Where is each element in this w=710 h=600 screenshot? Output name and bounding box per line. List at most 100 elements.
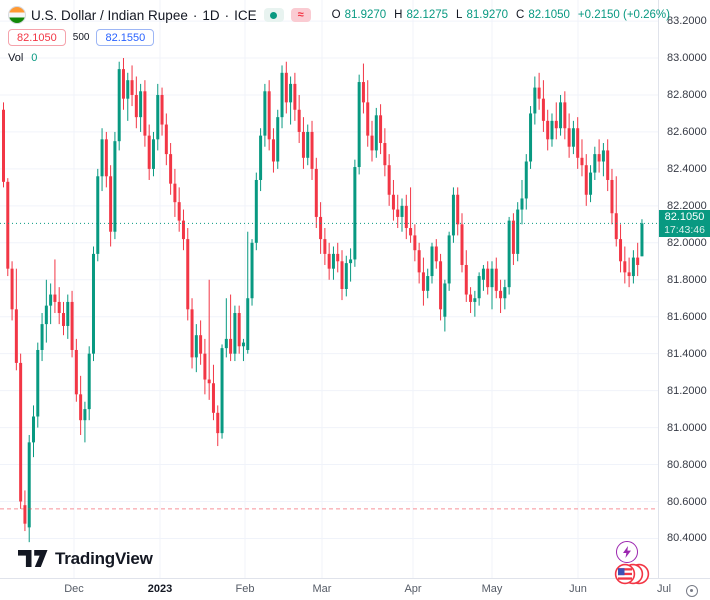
candle-body	[610, 179, 614, 214]
close-label: C	[516, 9, 525, 21]
candle-body	[126, 80, 130, 99]
price-tick-label: 80.8000	[667, 458, 707, 471]
delayed-data-icon[interactable]: ≈	[290, 8, 311, 22]
candle-body	[250, 242, 254, 299]
candlestick-canvas[interactable]	[0, 0, 658, 578]
candle-body	[190, 309, 194, 358]
candle-body	[439, 261, 443, 310]
exchange-label[interactable]: ICE	[234, 7, 257, 23]
candle-body	[619, 239, 623, 262]
candle-body	[216, 412, 220, 434]
bid-ask-row: 82.1050 500 82.1550	[8, 29, 670, 46]
candle-body	[314, 168, 318, 217]
candle-body	[267, 91, 271, 140]
gear-icon[interactable]	[686, 585, 698, 597]
volume-label[interactable]: Vol	[8, 52, 24, 64]
time-tick-label: May	[481, 583, 503, 595]
candle-body	[331, 253, 335, 269]
high-value: 82.1275	[406, 9, 449, 21]
price-tick-label: 81.2000	[667, 384, 707, 397]
price-tick-label: 81.4000	[667, 347, 707, 360]
candle-body	[164, 124, 168, 155]
candle-body	[631, 257, 635, 277]
time-tick-label: Apr	[404, 583, 422, 595]
candle-body	[31, 416, 35, 443]
candle-body	[2, 109, 5, 182]
candle-body	[241, 342, 245, 347]
lightning-icon[interactable]	[616, 541, 638, 563]
candle-body	[434, 246, 438, 262]
candle-body	[297, 109, 301, 132]
candle-body	[409, 228, 413, 236]
candle-body	[396, 209, 400, 217]
candle-body	[306, 131, 310, 158]
tradingview-logo[interactable]: TradingView	[18, 549, 153, 569]
candle-body	[627, 272, 631, 277]
candle-body	[310, 131, 314, 169]
candle-body	[546, 120, 550, 140]
buy-button[interactable]: 82.1550	[96, 29, 155, 46]
ohlc-values: O 81.9270 H 82.1275 L 81.9270 C 82.1050 +0.2…	[332, 9, 670, 21]
candle-body	[169, 154, 173, 184]
candle-body	[554, 120, 558, 129]
candle-body	[104, 139, 108, 177]
candle-body	[400, 205, 404, 217]
candle-body	[567, 128, 571, 147]
candle-body	[503, 287, 507, 299]
time-axis[interactable]: Dec 2023 Feb Mar Apr May Jun Jul	[0, 578, 710, 600]
price-tick-label: 82.4000	[667, 162, 707, 175]
chart-plot-area[interactable]	[0, 0, 658, 578]
candle-body	[44, 305, 48, 325]
price-tick-label: 82.0000	[667, 236, 707, 249]
change-value: +0.2150 (+0.26%)	[577, 9, 670, 21]
candle-body	[571, 128, 575, 147]
time-tick-label: Jul	[656, 583, 672, 595]
candle-body	[113, 141, 117, 232]
price-tick-label: 82.2000	[667, 199, 707, 212]
candle-body	[156, 94, 160, 140]
candle-body	[186, 239, 190, 310]
price-tick-label: 83.0000	[667, 52, 707, 65]
open-label: O	[331, 9, 341, 21]
candle-body	[224, 338, 228, 349]
symbol-title[interactable]: U.S. Dollar / Indian Rupee	[31, 7, 188, 23]
flags-stack-icon[interactable]	[612, 562, 650, 586]
volume-row: Vol 0	[8, 52, 670, 64]
candle-body	[96, 176, 100, 254]
candle-body	[276, 117, 280, 162]
candle-body	[473, 298, 477, 302]
candle-body	[426, 276, 430, 291]
candle-body	[349, 259, 353, 264]
separator-dot: ·	[192, 7, 198, 23]
candle-body	[237, 313, 241, 347]
candle-body	[289, 83, 293, 103]
candle-body	[606, 150, 610, 180]
open-value: 81.9270	[344, 9, 387, 21]
candle-body	[404, 205, 408, 229]
price-tick-label: 83.2000	[667, 15, 707, 28]
candle-body	[460, 224, 464, 265]
high-label: H	[394, 9, 403, 21]
candle-body	[130, 80, 134, 95]
candle-body	[6, 181, 10, 269]
candle-body	[383, 143, 387, 166]
price-tick-label: 81.0000	[667, 421, 707, 434]
candle-body	[486, 268, 490, 288]
candle-body	[91, 253, 95, 354]
candle-body	[413, 235, 417, 251]
price-axis[interactable]: 83.2000 83.0000 82.8000 82.6000 82.4000 82.20…	[658, 0, 710, 578]
candle-body	[246, 298, 250, 350]
candle-body	[19, 362, 23, 502]
sell-button[interactable]: 82.1050	[8, 29, 66, 46]
market-status-icon[interactable]	[263, 8, 284, 22]
chart-legend: U.S. Dollar / Indian Rupee · 1D · ICE ≈ …	[8, 5, 670, 64]
candle-body	[520, 198, 524, 210]
candle-body	[100, 139, 104, 177]
candle-body	[550, 120, 554, 140]
candle-body	[357, 82, 361, 168]
candle-body	[199, 335, 203, 354]
interval-button[interactable]: 1D	[202, 7, 220, 23]
candle-body	[636, 257, 640, 265]
price-tick-label: 82.8000	[667, 88, 707, 101]
